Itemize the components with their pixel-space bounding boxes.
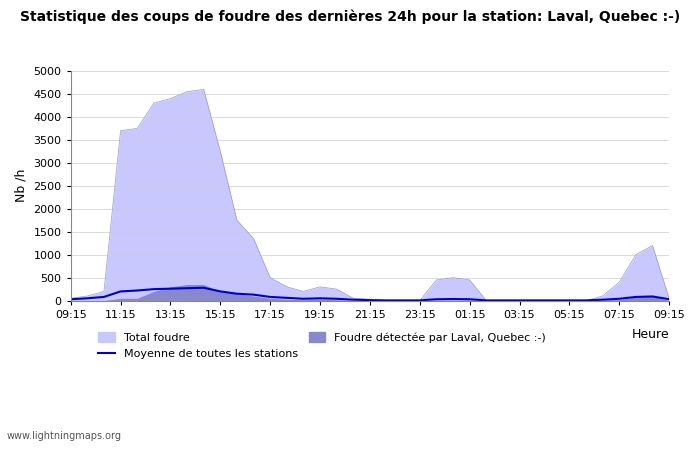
Legend: Total foudre, Moyenne de toutes les stations, Foudre détectée par Laval, Quebec : Total foudre, Moyenne de toutes les stat… xyxy=(94,328,550,364)
Text: Statistique des coups de foudre des dernières 24h pour la station: Laval, Quebec: Statistique des coups de foudre des dern… xyxy=(20,9,680,23)
Text: www.lightningmaps.org: www.lightningmaps.org xyxy=(7,431,122,441)
Text: Heure: Heure xyxy=(631,328,669,341)
Y-axis label: Nb /h: Nb /h xyxy=(15,169,28,202)
